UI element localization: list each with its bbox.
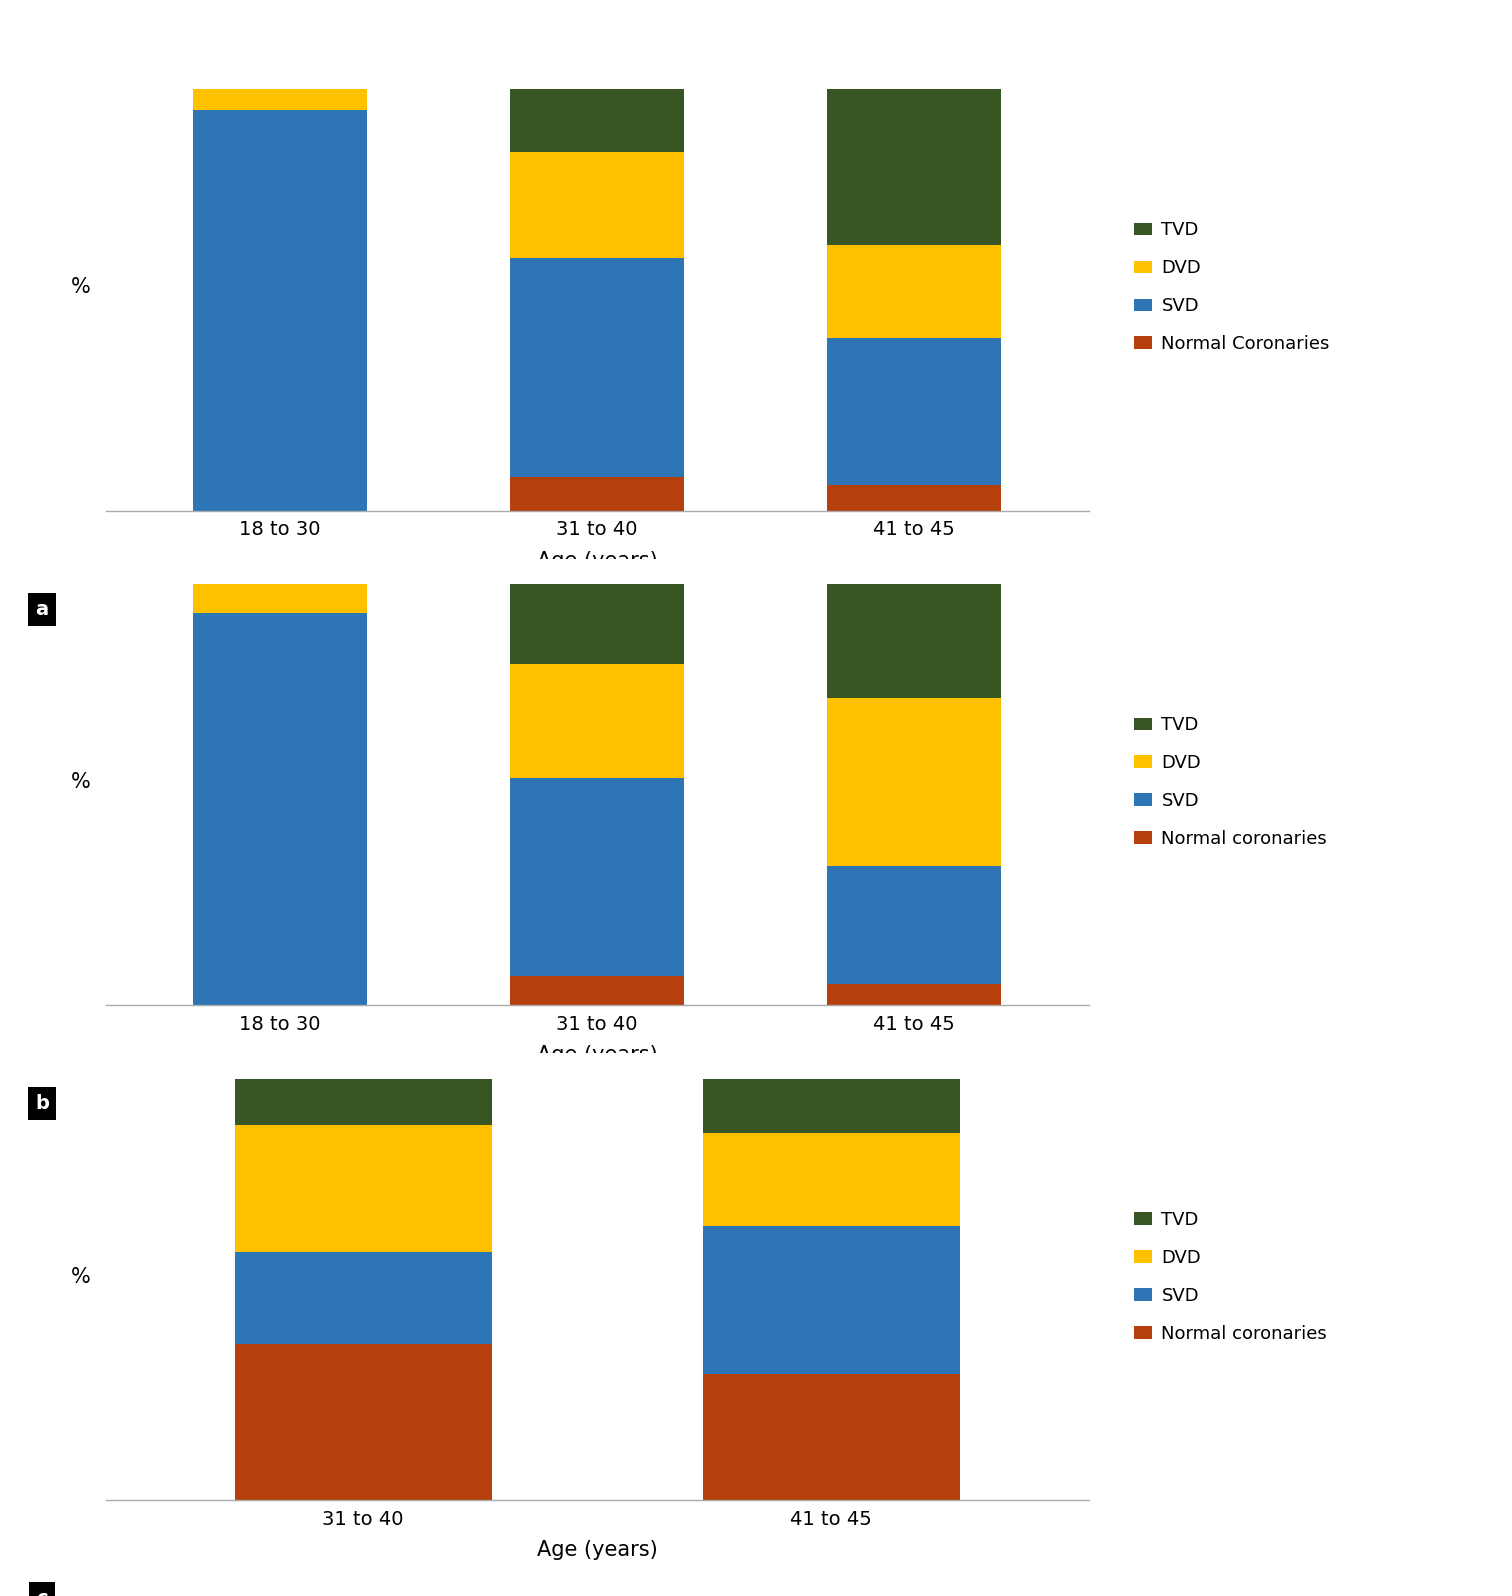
Bar [234, 1344, 491, 1500]
Bar [194, 584, 367, 613]
X-axis label: Age (years): Age (years) [537, 1540, 658, 1559]
Bar [510, 584, 685, 664]
Y-axis label: %: % [71, 1267, 91, 1286]
X-axis label: Age (years): Age (years) [537, 551, 658, 570]
Bar [510, 977, 685, 1005]
Bar [194, 613, 367, 1005]
X-axis label: Age (years): Age (years) [537, 1045, 658, 1065]
Bar [703, 1374, 960, 1500]
Bar [234, 1251, 491, 1344]
Bar [510, 777, 685, 977]
Text: a: a [35, 600, 48, 619]
Legend: TVD, DVD, SVD, Normal coronaries: TVD, DVD, SVD, Normal coronaries [1126, 709, 1335, 855]
Text: c: c [36, 1590, 48, 1596]
Bar [827, 697, 1001, 867]
Bar [703, 1079, 960, 1133]
Bar [827, 89, 1001, 246]
Bar [703, 1133, 960, 1226]
Bar [510, 477, 685, 511]
Bar [827, 985, 1001, 1005]
Legend: TVD, DVD, SVD, Normal coronaries: TVD, DVD, SVD, Normal coronaries [1126, 1203, 1335, 1350]
Bar [510, 89, 685, 152]
Bar [827, 867, 1001, 985]
Y-axis label: %: % [71, 278, 91, 297]
Bar [827, 584, 1001, 697]
Legend: TVD, DVD, SVD, Normal Coronaries: TVD, DVD, SVD, Normal Coronaries [1126, 214, 1337, 361]
Bar [510, 259, 685, 477]
Bar [703, 1226, 960, 1374]
Y-axis label: %: % [71, 772, 91, 792]
Bar [194, 89, 367, 110]
Bar [234, 1079, 491, 1125]
Bar [827, 485, 1001, 511]
Bar [510, 664, 685, 777]
Bar [510, 152, 685, 259]
Bar [827, 338, 1001, 485]
Bar [234, 1125, 491, 1251]
Text: b: b [35, 1095, 48, 1114]
Bar [827, 246, 1001, 338]
Bar [194, 110, 367, 511]
